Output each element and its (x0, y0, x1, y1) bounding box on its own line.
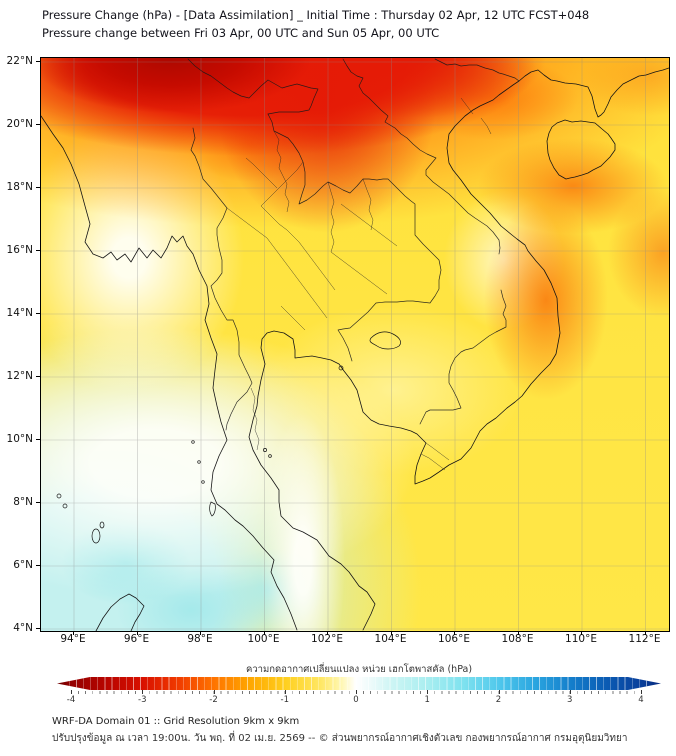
y-axis-labels: 22°N 20°N 18°N 16°N 14°N 12°N 10°N 8°N 6°N 4°N (0, 55, 36, 634)
x-tick (263, 631, 265, 635)
lakes-and-islands (56, 331, 401, 544)
colorbar-tick-label: -2 (209, 695, 218, 705)
colorbar-major-tick (71, 690, 72, 694)
graticule-gridlines (41, 58, 669, 631)
country-borders (187, 58, 520, 431)
colorbar-tick-label: 4 (638, 695, 644, 705)
y-tick (36, 502, 40, 503)
colorbar-major-tick (641, 690, 642, 694)
colorbar-tick-label: 0 (353, 695, 359, 705)
border-thailand-laos-cambodia (267, 113, 442, 362)
y-axis-label: 12°N (6, 370, 33, 382)
pressure-change-field (41, 58, 669, 631)
footer-credit-thai: ปรับปรุงข้อมูล ณ เวลา 19:00น. วัน พฤ. ที… (52, 733, 628, 744)
y-tick (36, 565, 40, 566)
y-axis-label: 4°N (13, 622, 33, 634)
x-axis-label: 104°E (374, 633, 407, 645)
colorbar-major-tick (142, 690, 144, 694)
coastline-west-myanmar-malaysia (41, 115, 298, 631)
y-axis-label: 18°N (6, 181, 33, 193)
colorbar-major-tick (356, 690, 357, 694)
footer-domain-info: WRF-DA Domain 01 :: Grid Resolution 9km … (52, 716, 300, 727)
x-tick (390, 631, 392, 635)
colorbar-tick-label: -3 (138, 695, 147, 705)
colorbar-tick-labels: -4 -3 -2 -1 0 1 2 3 4 (57, 690, 661, 706)
y-tick (36, 124, 40, 125)
colorbar-title: ความกดอากาศเปลี่ยนแปลง หน่วย เฮกโตพาสคัล… (245, 664, 473, 675)
y-tick (36, 187, 40, 188)
y-tick (36, 61, 40, 62)
colorbar-major-tick (569, 690, 571, 694)
x-tick (644, 631, 646, 635)
y-tick (36, 250, 40, 251)
x-axis-label: 96°E (123, 633, 150, 645)
x-axis-label: 112°E (628, 633, 661, 645)
x-axis-labels: 94°E 96°E 98°E 100°E 102°E 104°E 106°E 108°E 110… (40, 633, 668, 647)
map-plot-area (40, 57, 670, 632)
x-axis-label: 102°E (311, 633, 343, 645)
x-axis-label: 108°E (501, 633, 534, 645)
border-china-vietnam (434, 58, 520, 82)
y-axis-label: 10°N (6, 433, 33, 445)
colorbar-tick-label: 3 (567, 695, 573, 705)
colorbar-major-tick (284, 690, 286, 694)
border-thailand-myanmar (190, 127, 253, 431)
figure-title: Pressure Change (hPa) - [Data Assimilati… (42, 8, 590, 22)
x-axis-label: 110°E (565, 633, 597, 645)
phuket-island (209, 501, 216, 517)
province-boundaries (226, 97, 492, 471)
x-axis-label: 94°E (60, 633, 86, 645)
y-tick (36, 376, 40, 377)
x-tick (73, 631, 74, 635)
x-axis-label: 98°E (187, 633, 213, 645)
colorbar-tick-label: -4 (66, 695, 76, 705)
y-axis-label: 20°N (6, 118, 33, 130)
y-axis-label: 16°N (6, 244, 33, 256)
y-axis-label: 6°N (13, 559, 33, 571)
colorbar-tick-label: 2 (495, 695, 502, 705)
colorbar-major-tick (213, 690, 215, 694)
x-axis-label: 100°E (247, 633, 280, 645)
colorbar (57, 677, 661, 690)
x-tick (517, 631, 519, 635)
x-tick (581, 631, 582, 635)
y-tick (36, 439, 40, 440)
x-tick (454, 631, 455, 635)
y-axis-label: 14°N (6, 307, 33, 319)
colorbar-tick-label: 1 (424, 695, 430, 705)
y-tick (36, 313, 40, 314)
y-axis-label: 8°N (13, 496, 33, 508)
colorbar-major-tick (498, 690, 500, 694)
y-axis-label: 22°N (6, 55, 33, 67)
map-overlay (41, 58, 669, 631)
sumatra-aceh-coast (95, 593, 145, 631)
colorbar-segment-lines (69, 677, 649, 690)
figure-subtitle: Pressure change between Fri 03 Apr, 00 U… (42, 26, 440, 40)
x-tick (327, 631, 328, 635)
hainan-island (546, 119, 616, 180)
coastline-gulf-vietnam-china (248, 67, 669, 631)
y-tick (36, 628, 40, 629)
coastlines (41, 67, 669, 631)
border-myanmar-china-laos (187, 58, 319, 115)
border-cambodia-vietnam (419, 289, 507, 425)
x-tick (200, 631, 201, 635)
border-laos-vietnam (342, 58, 501, 255)
colorbar-major-tick (427, 690, 429, 694)
x-tick (136, 631, 138, 635)
x-axis-label: 106°E (438, 633, 470, 645)
colorbar-tick-label: -1 (280, 695, 289, 705)
tonle-sap-lake (369, 331, 401, 350)
